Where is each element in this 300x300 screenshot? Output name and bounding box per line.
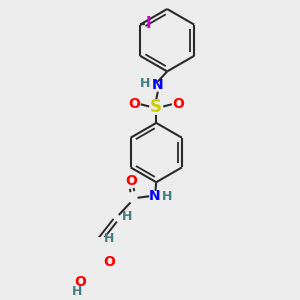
Text: I: I: [146, 16, 151, 31]
Text: O: O: [172, 97, 184, 111]
Text: H: H: [162, 190, 172, 203]
Text: N: N: [152, 79, 164, 92]
Text: S: S: [150, 98, 162, 116]
Text: O: O: [125, 174, 137, 188]
Text: H: H: [104, 232, 115, 245]
Text: O: O: [103, 255, 116, 269]
Text: O: O: [128, 97, 140, 111]
Text: O: O: [74, 275, 86, 289]
Text: H: H: [122, 210, 132, 223]
Text: N: N: [149, 189, 161, 203]
Text: H: H: [140, 77, 150, 90]
Text: H: H: [71, 285, 82, 298]
